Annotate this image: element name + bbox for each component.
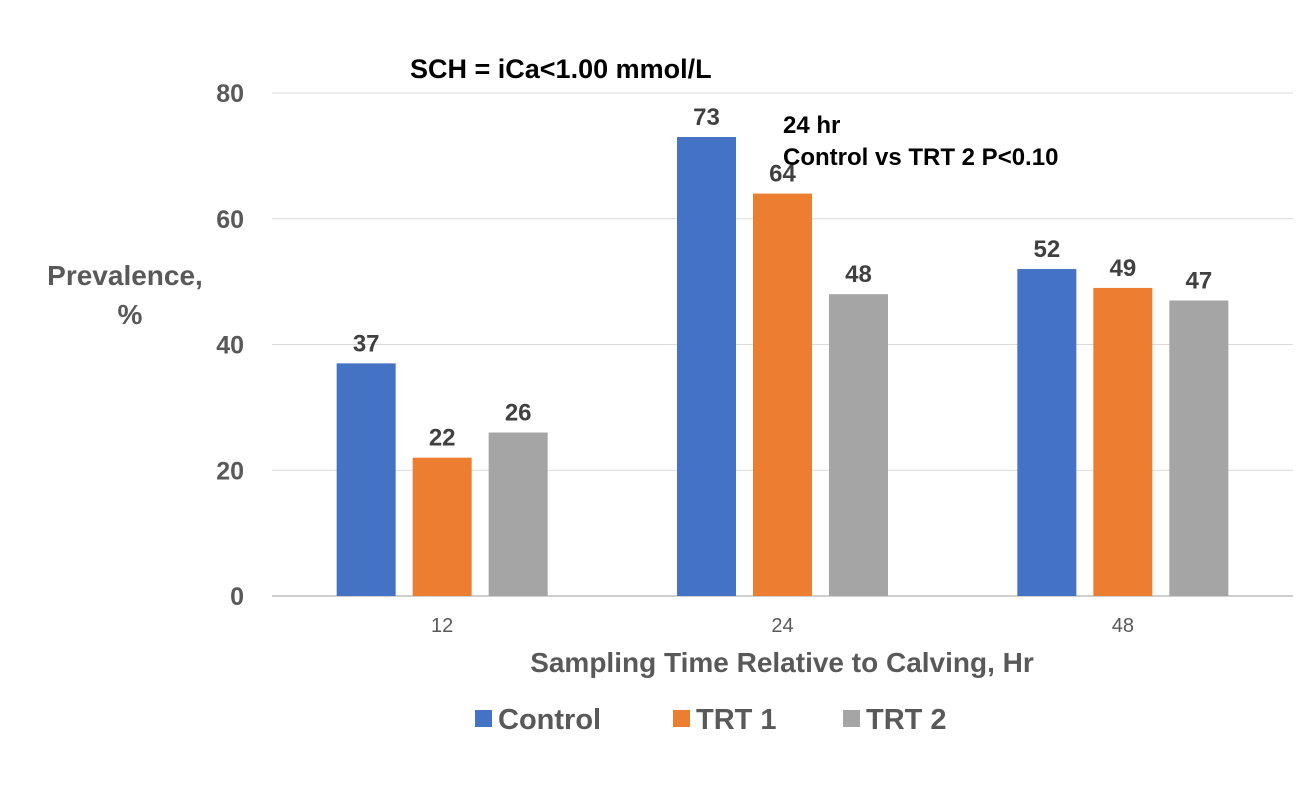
data-label-control-24: 73: [693, 104, 720, 131]
legend-swatch-control: [475, 710, 492, 727]
bar-trt2-24: [829, 294, 888, 596]
x-tick-label-48: 48: [1112, 615, 1134, 637]
data-label-trt1-12: 22: [429, 425, 456, 452]
legend-swatch-trt2: [843, 710, 860, 727]
data-label-control-12: 37: [353, 330, 380, 357]
bar-control-12: [336, 363, 396, 596]
bar-trt1-12: [412, 457, 472, 596]
y-tick-label-60: 60: [216, 206, 244, 234]
legend-label-trt1: TRT 1: [696, 704, 777, 736]
x-axis-ticks: 12 24 48: [431, 615, 1134, 637]
x-tick-label-12: 12: [431, 615, 453, 637]
legend-item-trt1: TRT 1: [673, 704, 777, 736]
bar-trt1-24: [753, 193, 812, 596]
bar-trt1-48: [1093, 287, 1153, 596]
data-label-control-48: 52: [1033, 236, 1060, 263]
bar-trt2-48: [1169, 300, 1229, 596]
data-label-trt2-12: 26: [505, 400, 532, 427]
y-axis-title-line-1: Prevalence,: [47, 260, 203, 291]
y-tick-label-40: 40: [216, 332, 244, 360]
legend-label-trt2: TRT 2: [866, 704, 947, 736]
legend-label-control: Control: [498, 704, 601, 736]
y-tick-label-20: 20: [216, 457, 244, 485]
data-label-trt1-24: 64: [769, 161, 796, 188]
annotation-line-1: 24 hr: [783, 112, 840, 139]
bar-control-48: [1017, 269, 1077, 596]
y-tick-label-0: 0: [230, 583, 244, 611]
chart-title: SCH = iCa<1.00 mmol/L: [410, 54, 712, 84]
bars: [336, 137, 1229, 596]
data-label-trt2-24: 48: [845, 261, 872, 288]
legend-item-control: Control: [475, 704, 601, 736]
x-tick-label-24: 24: [771, 615, 793, 637]
bar-trt2-12: [488, 432, 548, 596]
legend: Control TRT 1 TRT 2: [475, 704, 947, 736]
data-labels: 37 22 26 73 64 48 52 49 47: [353, 104, 1212, 452]
annotation-line-2: Control vs TRT 2 P<0.10: [783, 144, 1058, 171]
y-tick-label-80: 80: [216, 80, 244, 108]
data-label-trt2-48: 47: [1185, 267, 1212, 294]
data-label-trt1-48: 49: [1109, 255, 1136, 282]
bar-control-24: [677, 137, 736, 596]
legend-item-trt2: TRT 2: [843, 704, 947, 736]
legend-swatch-trt1: [673, 710, 690, 727]
y-axis-title-line-2: %: [118, 299, 143, 330]
y-axis-ticks: 0 20 40 60 80: [216, 80, 244, 611]
x-axis-title: Sampling Time Relative to Calving, Hr: [530, 647, 1034, 678]
